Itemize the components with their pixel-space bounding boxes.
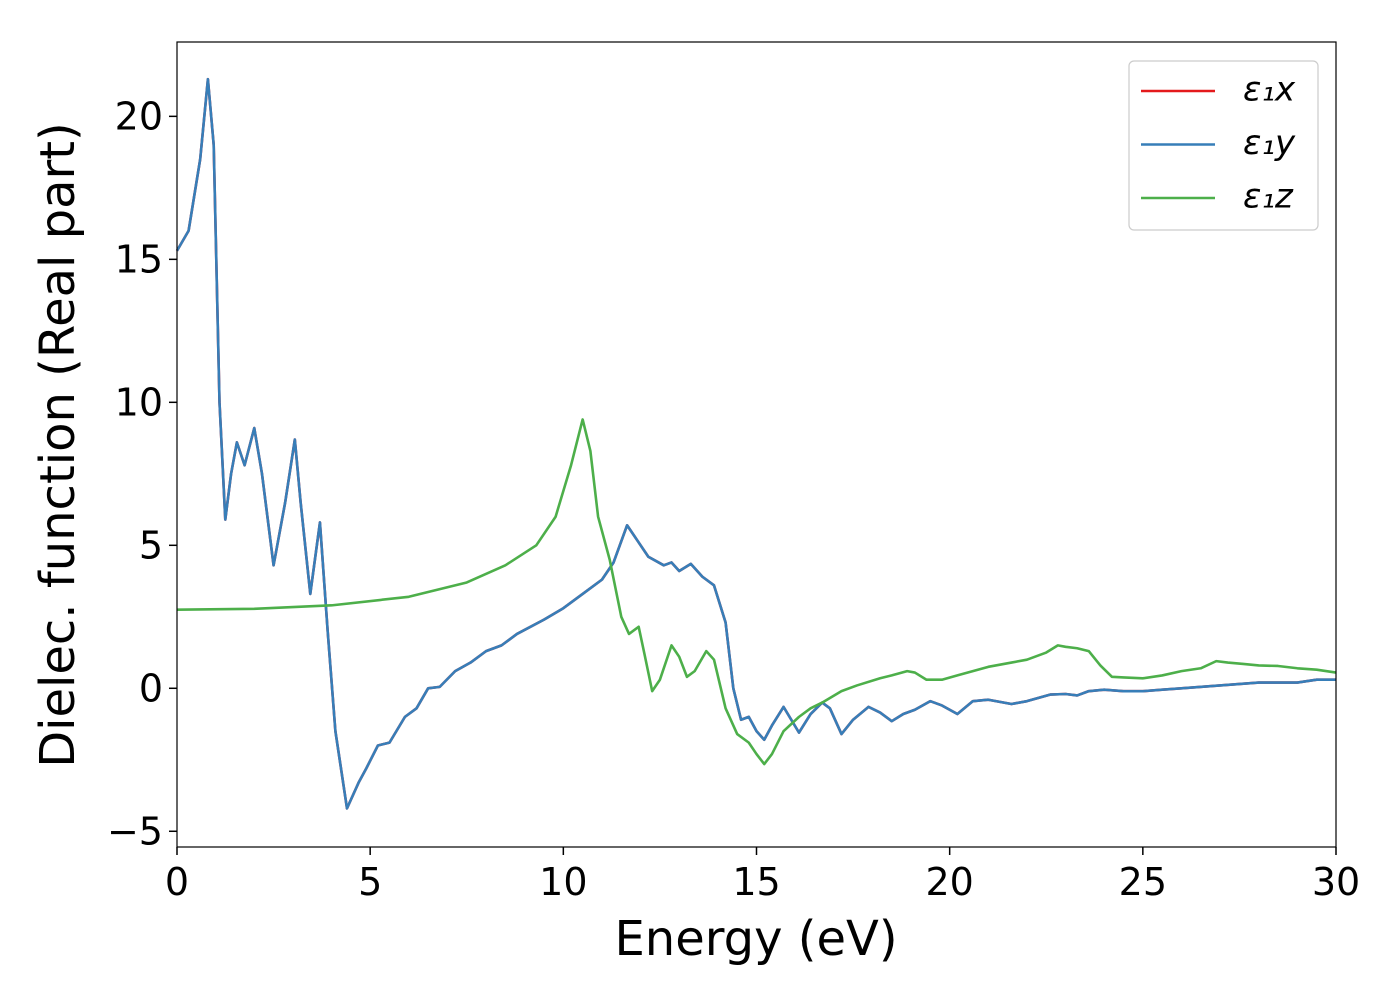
y-tick-label: 15 — [115, 237, 163, 281]
legend-label: ε₁x — [1243, 70, 1296, 110]
x-tick-label: 25 — [1119, 860, 1167, 904]
y-axis-label: Dielec. function (Real part) — [30, 122, 86, 768]
x-tick-label: 10 — [539, 860, 587, 904]
y-tick-label: 20 — [115, 94, 163, 138]
y-tick-label: 5 — [139, 523, 163, 567]
plot-frame — [176, 41, 1337, 848]
data-line — [176, 418, 1337, 766]
x-tick-label: 5 — [358, 860, 382, 904]
x-tick-label: 15 — [732, 860, 780, 904]
legend-label: ε₁z — [1243, 177, 1294, 217]
y-tick-label: 0 — [139, 666, 163, 710]
y-tick-label: 10 — [115, 380, 163, 424]
data-line — [175, 77, 1336, 810]
x-tick-label: 0 — [165, 860, 189, 904]
legend-label: ε₁y — [1243, 123, 1296, 163]
legend-box — [1128, 60, 1319, 231]
x-tick-label: 30 — [1312, 860, 1360, 904]
y-tick-label: −5 — [107, 809, 163, 853]
x-axis-label: Energy (eV) — [614, 911, 897, 967]
x-tick-label: 20 — [925, 860, 973, 904]
